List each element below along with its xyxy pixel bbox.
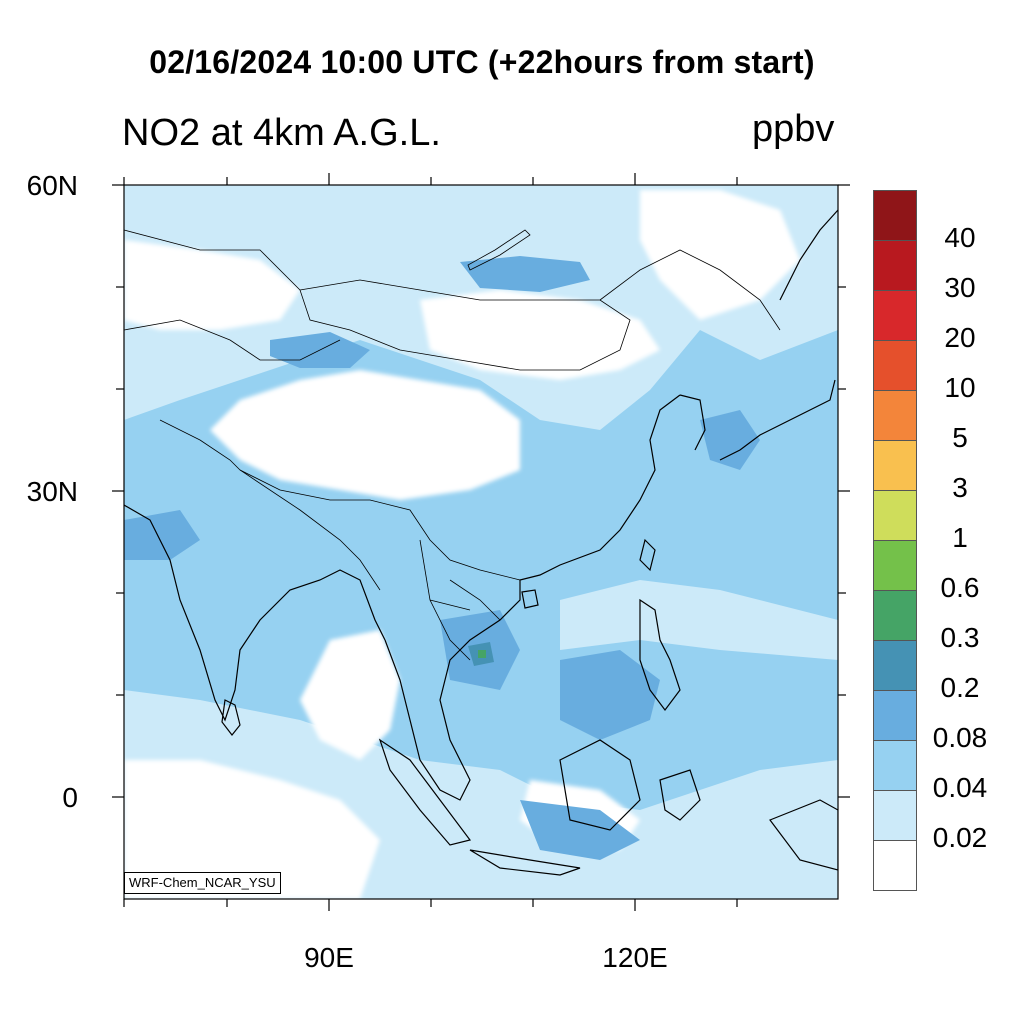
siberia-white	[640, 190, 800, 320]
bay-white	[300, 630, 400, 760]
legend-swatch	[874, 841, 916, 890]
legend-level-label: 3	[952, 472, 968, 503]
korea-coast	[679, 394, 706, 451]
borneo	[559, 739, 641, 831]
lat-label-0: 0	[62, 782, 78, 813]
dark-patch-japan	[700, 410, 760, 470]
mongolia-white	[420, 290, 660, 380]
tibet-white	[210, 370, 520, 500]
legend-swatch	[874, 741, 916, 791]
dark-patch-indonesia	[520, 800, 640, 860]
india-coast	[124, 504, 386, 722]
java	[469, 849, 581, 876]
legend-swatch	[874, 541, 916, 591]
no2-field	[124, 185, 838, 899]
legend-swatch	[874, 691, 916, 741]
mongolia-border	[299, 279, 631, 371]
sulawesi	[659, 769, 701, 821]
dark-patch-philippines	[560, 650, 660, 740]
dark-patch-baikal	[460, 256, 590, 292]
sri-lanka	[221, 699, 241, 736]
japan	[719, 379, 836, 461]
variable-subtitle: NO2 at 4km A.G.L.	[122, 112, 441, 154]
hainan	[521, 589, 539, 609]
units-label: ppbv	[752, 108, 835, 150]
siberia-coast	[779, 209, 838, 301]
lon-label-90e: 90E	[304, 942, 354, 973]
legend-level-label: 20	[944, 322, 976, 353]
model-credit: WRF-Chem_NCAR_YSU	[124, 872, 281, 894]
legend-level-label: 0.02	[932, 822, 988, 853]
borders	[124, 229, 781, 661]
indian-ocean-white	[124, 760, 380, 899]
legend-level-label: 30	[944, 272, 976, 303]
sumatra	[378, 738, 472, 846]
china-border	[239, 469, 521, 581]
legend-level-label: 0.2	[940, 672, 980, 703]
lat-label-60n: 60N	[26, 170, 78, 201]
new-guinea	[769, 799, 838, 871]
legend-swatch	[874, 791, 916, 841]
legend-swatch	[874, 191, 916, 241]
legend-swatch	[874, 291, 916, 341]
legend-level-label: 10	[944, 372, 976, 403]
russia-border	[124, 229, 781, 331]
philippines	[639, 598, 681, 711]
plot-frame	[123, 184, 839, 900]
legend-level-label: 1	[952, 522, 968, 553]
tick-marks	[112, 173, 850, 911]
taiwan	[639, 538, 656, 572]
legend-level-label: 5	[952, 422, 968, 453]
green-spot	[478, 650, 486, 658]
legend-level-label: 0.6	[940, 572, 980, 603]
legend-swatch	[874, 241, 916, 291]
legend-level-label: 0.3	[940, 622, 980, 653]
lon-label-120e: 120E	[602, 942, 668, 973]
kazakh-white	[124, 240, 300, 330]
map-title: 02/16/2024 10:00 UTC (+22hours from star…	[149, 44, 815, 80]
indochina-borders	[419, 539, 501, 661]
legend-swatch	[874, 491, 916, 541]
light-band-pacific	[560, 580, 838, 660]
lat-label-30n: 30N	[26, 476, 78, 507]
color-legend	[873, 190, 917, 891]
legend-level-label: 40	[944, 222, 976, 253]
legend-swatch	[874, 591, 916, 641]
legend-swatch	[874, 391, 916, 441]
legend-level-label: 0.04	[932, 772, 988, 803]
legend-swatch	[874, 341, 916, 391]
legend-swatch	[874, 441, 916, 491]
lake-baikal	[467, 229, 531, 271]
india-border	[159, 419, 381, 591]
kazakh-border	[124, 319, 341, 361]
legend-swatch	[874, 641, 916, 691]
dark-patch-arabian	[124, 510, 200, 560]
legend-level-label: 0.08	[932, 722, 988, 753]
